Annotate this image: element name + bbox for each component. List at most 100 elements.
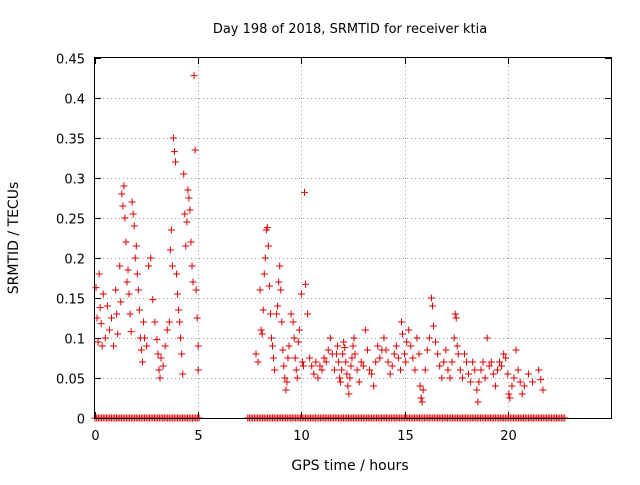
data-point [281,374,289,382]
data-point [471,366,479,374]
data-point [270,354,278,362]
data-point [510,374,518,382]
data-point [465,370,473,378]
data-point [349,342,357,350]
data-point [425,334,433,342]
data-point [128,198,136,206]
data-point [171,158,179,166]
data-point [376,354,384,362]
y-tick-label: 0.45 [56,53,85,68]
data-point [300,188,308,196]
data-point [120,182,128,190]
data-point [129,210,137,218]
data-point [276,262,284,270]
data-point [338,366,346,374]
data-point [258,330,266,338]
data-point [293,374,301,382]
data-point [539,386,547,394]
data-point [345,390,353,398]
data-point [332,350,340,358]
data-point [463,358,471,366]
data-point [279,346,287,354]
x-tick-label: 10 [293,429,310,444]
data-point [130,222,138,230]
data-point [256,286,264,294]
data-point [290,334,298,342]
data-point [105,326,113,334]
data-point [339,350,347,358]
data-point [347,362,355,370]
data-point [175,306,183,314]
data-point [182,242,190,250]
data-point [284,354,292,362]
data-point [114,330,122,338]
data-point [273,310,281,318]
data-point [181,210,189,218]
data-point [275,278,283,286]
data-point [141,334,149,342]
data-point [475,378,483,386]
data-point [252,350,260,358]
data-point [97,320,105,328]
data-point [504,370,512,378]
data-point [456,366,464,374]
chart-title: Day 198 of 2018, SRMTID for receiver kti… [213,22,487,37]
y-tick-label: 0.35 [56,133,85,148]
data-point [108,314,116,322]
data-point [326,334,334,342]
data-point [516,378,524,386]
data-point [278,318,286,326]
data-point [285,342,293,350]
x-axis-label: GPS time / hours [291,458,408,474]
data-point [138,358,146,366]
data-point [294,338,302,346]
data-point [448,358,456,366]
data-point [460,350,468,358]
y-tick-label: 0.05 [56,373,85,388]
data-point [524,370,532,378]
data-point [264,242,272,250]
data-point [297,290,305,298]
data-point [166,246,174,254]
data-point [157,354,165,362]
data-point [396,366,404,374]
data-point [165,318,173,326]
data-point [314,374,322,382]
data-point [127,328,135,336]
data-point [518,390,526,398]
data-point [132,242,140,250]
data-point [353,366,361,374]
data-point [436,362,444,370]
data-point [446,374,454,382]
data-point [133,270,141,278]
data-point [421,366,429,374]
data-point [341,344,349,352]
data-point [340,338,348,346]
data-point [355,378,363,386]
data-point [103,302,111,310]
data-point [312,358,320,366]
data-point [96,304,104,312]
data-point [403,338,411,346]
data-point [169,134,177,142]
data-point [392,342,400,350]
data-point [306,354,314,362]
data-point [263,224,271,232]
data-point [506,394,514,402]
plot-frame [94,57,612,419]
data-point [125,290,133,298]
data-point [183,218,191,226]
data-point [336,374,344,382]
data-point [384,358,392,366]
data-point [122,238,130,246]
data-point [350,334,358,342]
data-point [283,378,291,386]
data-point [257,326,265,334]
data-point [351,350,359,358]
data-point [473,386,481,394]
data-point [374,342,382,350]
y-tick-label: 0.2 [64,253,85,268]
y-tick-label: 0 [77,413,85,428]
data-point [458,374,466,382]
data-point [428,302,436,310]
